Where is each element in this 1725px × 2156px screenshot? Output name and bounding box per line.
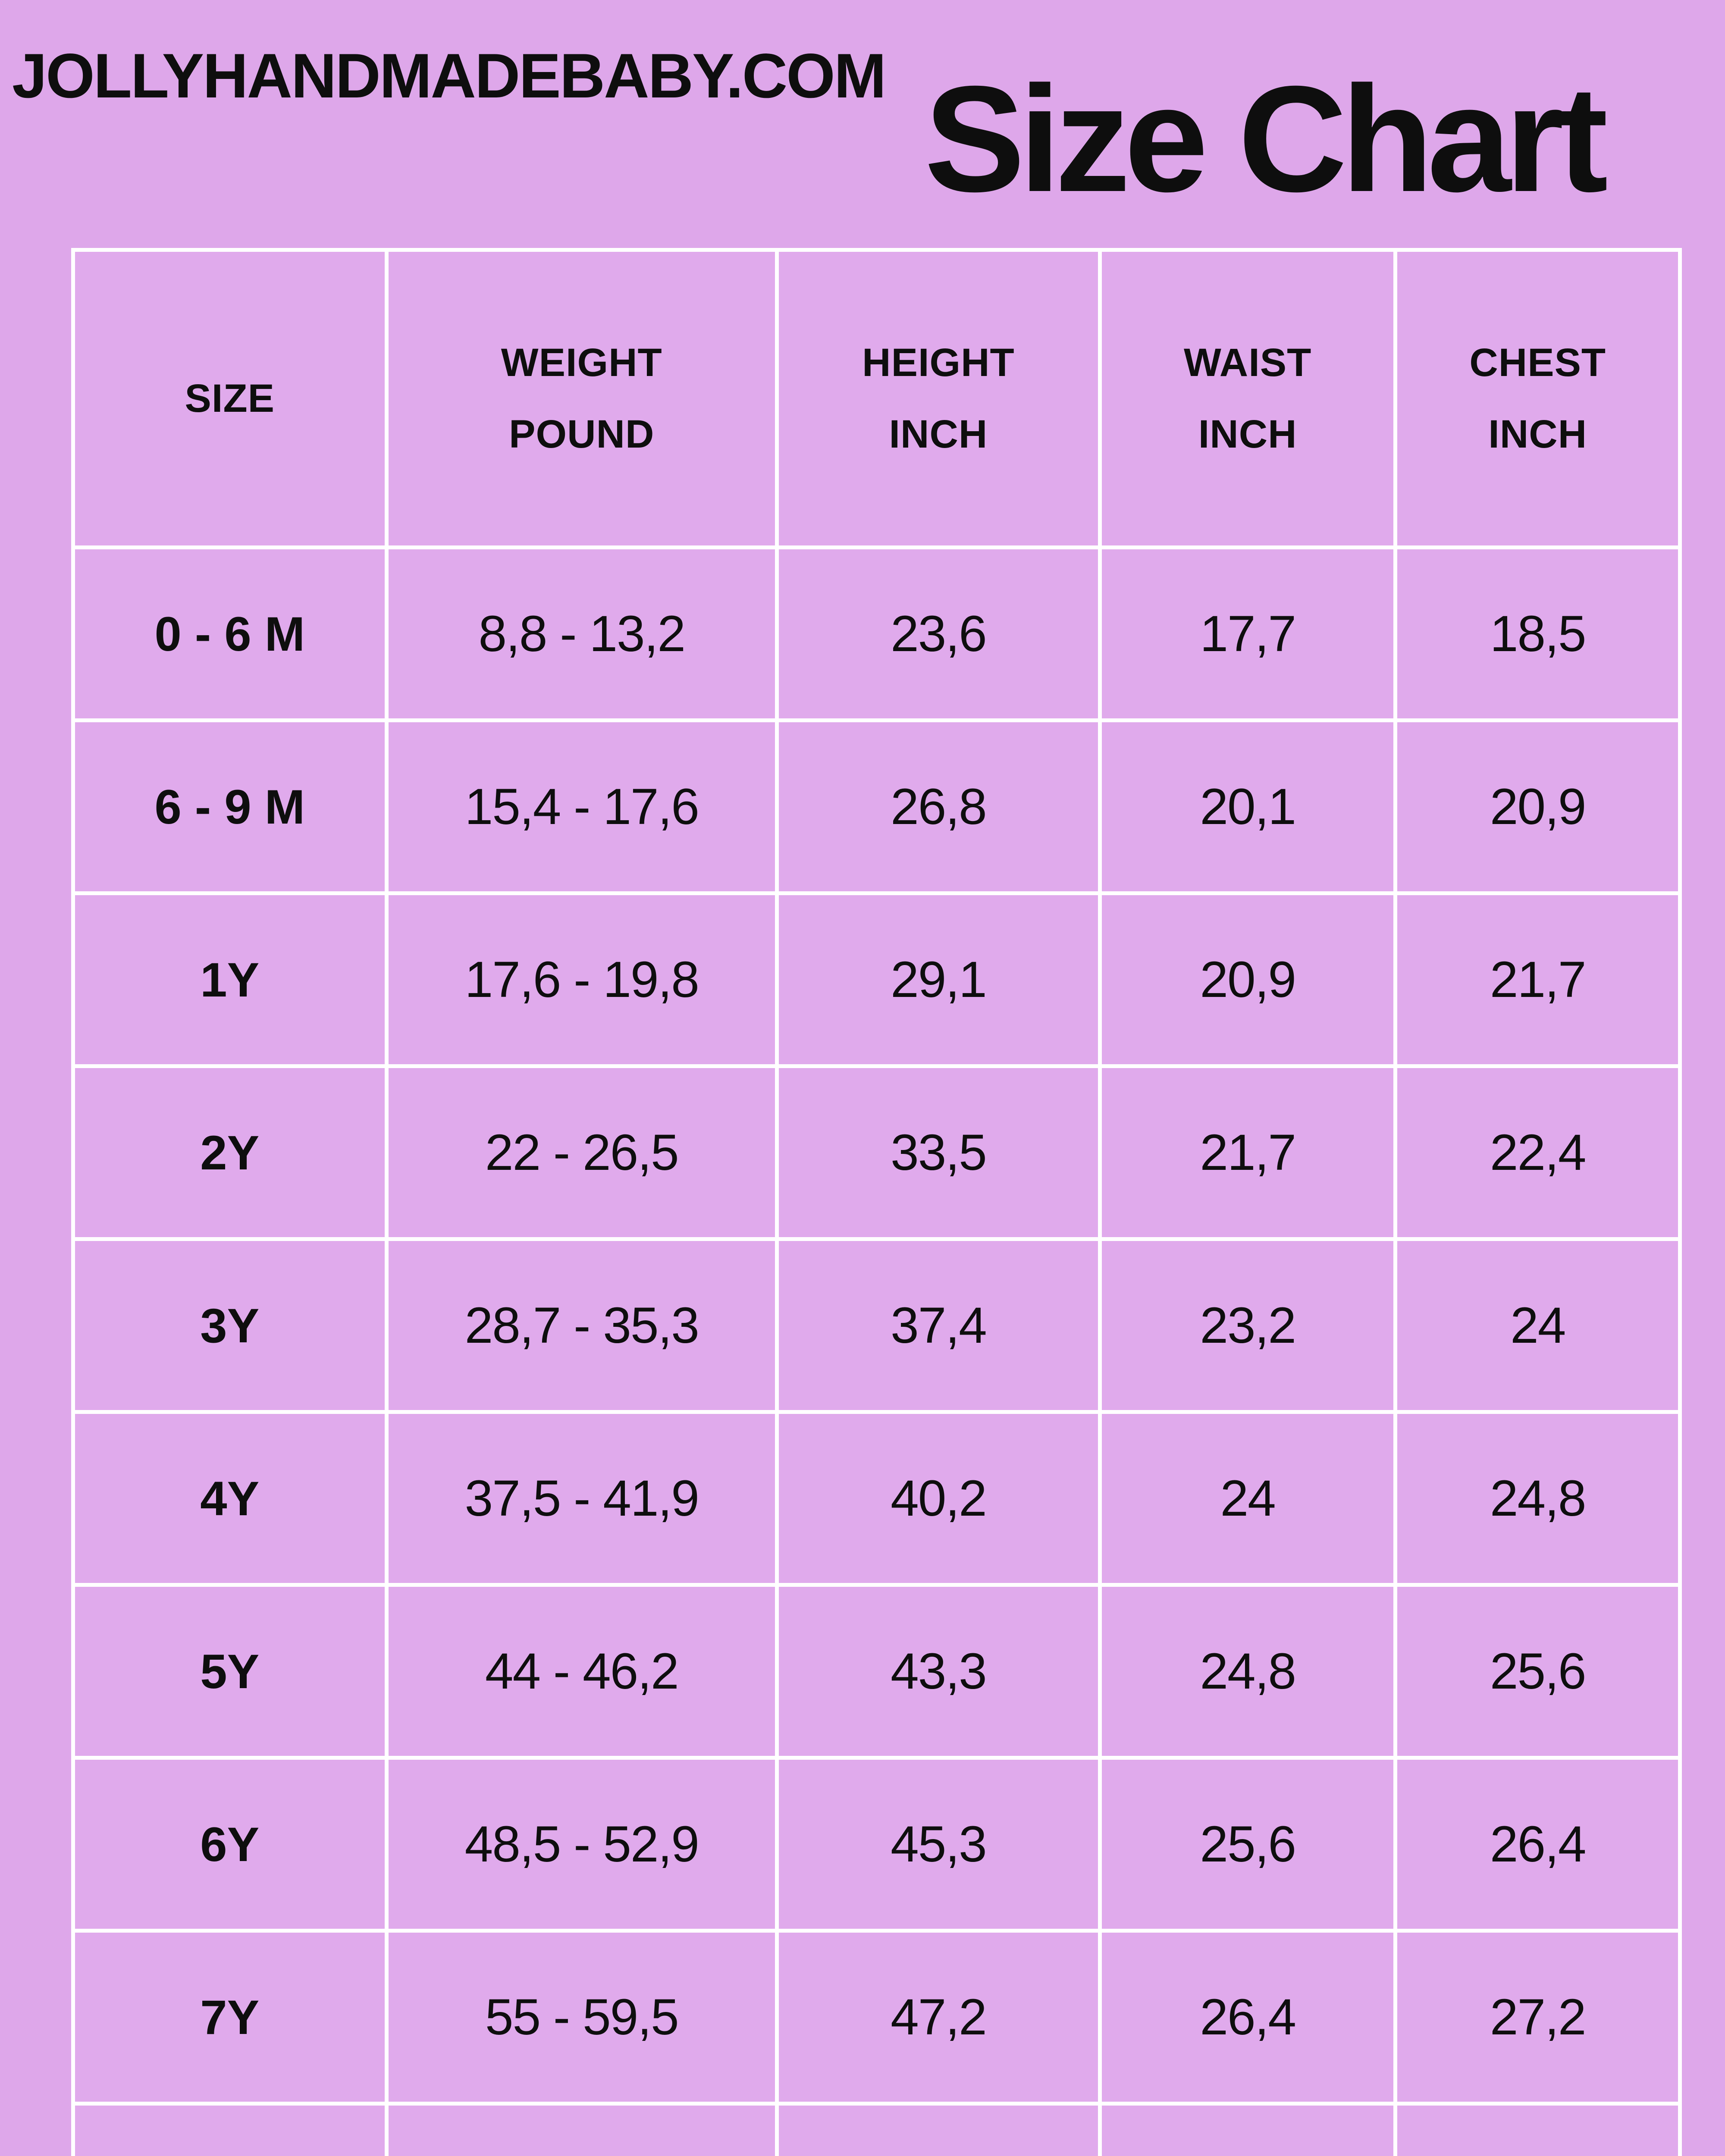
column-header-height-inch: HEIGHT INCH: [775, 248, 1102, 549]
value-cell: 20,1: [1098, 718, 1398, 895]
size-table: SIZE WEIGHT POUND HEIGHT INCH WAIST INCH…: [71, 248, 1682, 2156]
value-cell: 17,6 - 19,8: [384, 891, 779, 1068]
value-cell: 17,7: [1098, 545, 1398, 722]
table-header: SIZE WEIGHT POUND HEIGHT INCH WAIST INCH…: [71, 248, 1682, 549]
value-cell: 28,7 - 35,3: [384, 1237, 779, 1414]
value-cell: 45,3: [775, 1756, 1102, 1933]
value-cell: [1393, 2102, 1682, 2156]
value-cell: 22 - 26,5: [384, 1064, 779, 1241]
value-cell: 55 - 59,5: [384, 1929, 779, 2106]
table-row: 5Y 44 - 46,2 43,3 24,8 25,6: [71, 1583, 1682, 1760]
table-row: Custom Size: [71, 2102, 1682, 2156]
value-cell: 20,9: [1098, 891, 1398, 1068]
value-cell: 20,9: [1393, 718, 1682, 895]
value-cell: 29,1: [775, 891, 1102, 1068]
value-cell: 24,8: [1098, 1583, 1398, 1760]
column-header-waist-inch: WAIST INCH: [1098, 248, 1398, 549]
value-cell: 47,2: [775, 1929, 1102, 2106]
value-cell: 43,3: [775, 1583, 1102, 1760]
column-header-weight-pound: WEIGHT POUND: [384, 248, 779, 549]
value-cell: 26,4: [1393, 1756, 1682, 1933]
value-cell: 48,5 - 52,9: [384, 1756, 779, 1933]
value-cell: 25,6: [1393, 1583, 1682, 1760]
size-cell: 6Y: [71, 1756, 389, 1933]
table-row: 0 - 6 M 8,8 - 13,2 23,6 17,7 18,5: [71, 545, 1682, 722]
size-cell: 7Y: [71, 1929, 389, 2106]
value-cell: 21,7: [1098, 1064, 1398, 1241]
value-cell: 24,8: [1393, 1410, 1682, 1587]
value-cell: 26,8: [775, 718, 1102, 895]
size-cell: 1Y: [71, 891, 389, 1068]
size-cell: 2Y: [71, 1064, 389, 1241]
table-row: 7Y 55 - 59,5 47,2 26,4 27,2: [71, 1929, 1682, 2106]
table-row: 4Y 37,5 - 41,9 40,2 24 24,8: [71, 1410, 1682, 1587]
value-cell: 25,6: [1098, 1756, 1398, 1933]
page-title: Size Chart: [924, 55, 1608, 223]
value-cell: 8,8 - 13,2: [384, 545, 779, 722]
value-cell: 24: [1393, 1237, 1682, 1414]
value-cell: 33,5: [775, 1064, 1102, 1241]
column-header-size: SIZE: [71, 248, 389, 549]
table-header-row: SIZE WEIGHT POUND HEIGHT INCH WAIST INCH…: [71, 248, 1682, 549]
size-cell: [71, 2102, 389, 2156]
value-cell: 18,5: [1393, 545, 1682, 722]
table-row: 2Y 22 - 26,5 33,5 21,7 22,4: [71, 1064, 1682, 1241]
value-cell: 23,2: [1098, 1237, 1398, 1414]
value-cell: 21,7: [1393, 891, 1682, 1068]
value-cell: 37,4: [775, 1237, 1102, 1414]
size-table-body: 0 - 6 M 8,8 - 13,2 23,6 17,7 18,5 6 - 9 M 15,4…: [71, 545, 1682, 2156]
table-row: 1Y 17,6 - 19,8 29,1 20,9 21,7: [71, 891, 1682, 1068]
size-cell: 5Y: [71, 1583, 389, 1760]
value-cell: Custom Size: [384, 2102, 779, 2156]
value-cell: [775, 2102, 1102, 2156]
size-cell: 6 - 9 M: [71, 718, 389, 895]
value-cell: 23,6: [775, 545, 1102, 722]
size-cell: 3Y: [71, 1237, 389, 1414]
column-header-chest-inch: CHEST INCH: [1393, 248, 1682, 549]
value-cell: 22,4: [1393, 1064, 1682, 1241]
value-cell: 15,4 - 17,6: [384, 718, 779, 895]
value-cell: 26,4: [1098, 1929, 1398, 2106]
value-cell: 37,5 - 41,9: [384, 1410, 779, 1587]
table-row: 6Y 48,5 - 52,9 45,3 25,6 26,4: [71, 1756, 1682, 1933]
table-row: 6 - 9 M 15,4 - 17,6 26,8 20,1 20,9: [71, 718, 1682, 895]
value-cell: 40,2: [775, 1410, 1102, 1587]
value-cell: 27,2: [1393, 1929, 1682, 2106]
value-cell: 44 - 46,2: [384, 1583, 779, 1760]
value-cell: 24: [1098, 1410, 1398, 1587]
value-cell: [1098, 2102, 1398, 2156]
table-row: 3Y 28,7 - 35,3 37,4 23,2 24: [71, 1237, 1682, 1414]
size-cell: 0 - 6 M: [71, 545, 389, 722]
size-cell: 4Y: [71, 1410, 389, 1587]
brand-url-text: JOLLYHANDMADEBABY.COM: [12, 41, 886, 111]
